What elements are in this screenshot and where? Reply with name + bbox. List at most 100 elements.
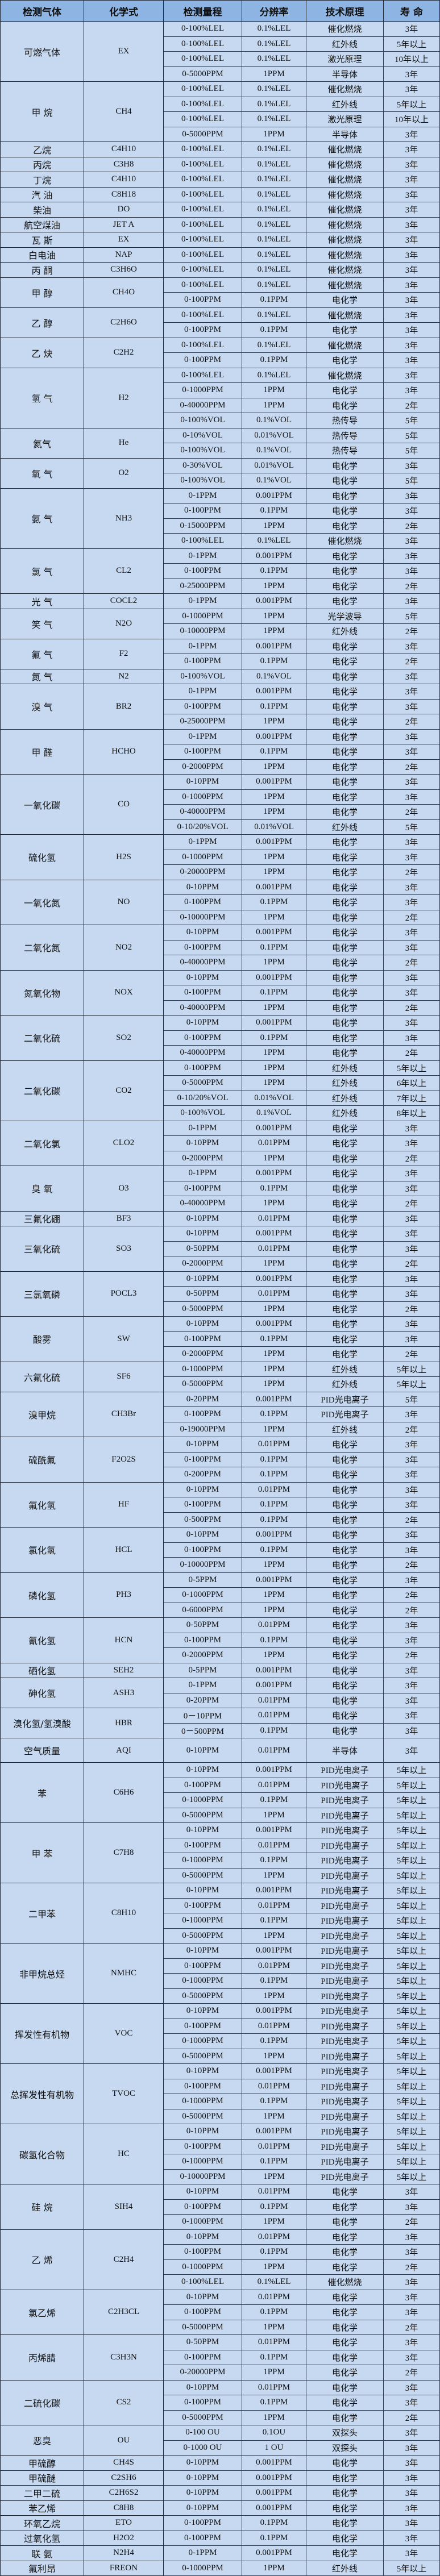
range-cell: 0-100%LEL: [163, 533, 242, 549]
lifespan-cell: 3年: [383, 292, 440, 308]
formula-cell: CL2: [84, 548, 164, 594]
resolution-cell: 0.1PPM: [242, 1406, 306, 1422]
lifespan-cell: 3年: [383, 126, 440, 142]
lifespan-cell: 3年: [383, 894, 440, 910]
lifespan-cell: 5年以上: [383, 2169, 440, 2184]
resolution-cell: 0.001PPM: [242, 1678, 306, 1693]
gas-name-cell: 苯乙烯: [0, 2500, 84, 2516]
range-cell: 0-5000PPM: [163, 1867, 242, 1883]
formula-cell: NO: [84, 879, 164, 925]
principle-cell: 电化学: [306, 1542, 384, 1558]
table-row: 氮 气 N2 0-100%VOL 0.1%VOL 电化学 3年: [0, 668, 440, 684]
table-row: 0-1000PPM 0.1PPM PID光电离子 5年以上: [1, 1973, 440, 1989]
range-cell: 0-1000PPM: [163, 2033, 242, 2049]
principle-cell: 电化学: [306, 1647, 384, 1663]
lifespan-cell: 5年以上: [383, 2048, 440, 2064]
lifespan-cell: 5年以上: [383, 2138, 440, 2154]
range-cell: 0-10PPM: [163, 2379, 242, 2395]
table-row: 一氧化碳 CO 0-10PPM 0.001PPM 电化学 3年: [0, 774, 440, 835]
range-cell: 0-40000PPM: [163, 804, 242, 820]
principle-cell: 电化学: [306, 1527, 384, 1543]
principle-cell: PID光电离子: [306, 2154, 384, 2170]
resolution-cell: 0.001PPM: [242, 488, 306, 503]
resolution-cell: 0.1PPM: [242, 2530, 306, 2546]
range-cell: 0-10PPM: [163, 1527, 242, 1543]
lifespan-cell: 3年: [383, 367, 440, 383]
range-cell: 0-10PPM: [163, 2470, 242, 2486]
range-cell: 0-10PPM: [163, 1943, 242, 1959]
table-row: 0-100PPM 0.1PPM 电化学 3年: [1, 322, 440, 338]
table-row: 0-19000PPM 1PPM 红外线 2年: [1, 1421, 440, 1437]
range-cell: 0-10PPM: [163, 2500, 242, 2516]
principle-cell: 电化学: [306, 789, 384, 805]
principle-cell: 电化学: [306, 955, 384, 971]
formula-cell: HC: [84, 2124, 164, 2184]
table-row: 甲 醇 CH4O 0-100%LEL 0.1%LEL 催化燃烧 3年: [0, 277, 440, 308]
formula-cell: SO3: [84, 1226, 164, 1272]
resolution-cell: 1PPM: [242, 382, 306, 398]
principle-cell: PID光电离子: [306, 1943, 384, 1959]
gas-name-cell: 柴油: [0, 202, 84, 218]
resolution-cell: 1PPM: [242, 1928, 306, 1944]
formula-cell: CH4O: [84, 277, 164, 308]
table-row: 丁烷 C4H10 0-100%LEL 0.1%LEL 催化燃烧 3年: [0, 172, 440, 188]
table-row: 0-100PPM 0.1PPM 电化学 3年: [1, 1497, 440, 1513]
lifespan-cell: 3年: [383, 698, 440, 714]
principle-cell: 电化学: [306, 804, 384, 820]
principle-cell: 电化学: [306, 548, 384, 564]
gas-name-cell: 白电油: [0, 247, 84, 263]
lifespan-cell: 2年: [383, 804, 440, 820]
resolution-cell: 0.1%LEL: [242, 262, 306, 278]
principle-cell: 电化学: [306, 1135, 384, 1151]
range-cell: 0-1000PPM: [163, 2259, 242, 2275]
resolution-cell: 0.1OU: [242, 2425, 306, 2441]
formula-cell: C2H6O: [84, 307, 164, 338]
principle-cell: 催化燃烧: [306, 142, 384, 157]
resolution-cell: 0.1%LEL: [242, 2274, 306, 2290]
table-row: 丙 酮 C3H6O 0-100%LEL 0.1%LEL 催化燃烧 3年: [0, 262, 440, 278]
principle-cell: 电化学: [306, 2229, 384, 2245]
resolution-cell: 1PPM: [242, 2560, 306, 2576]
resolution-cell: 0.1PPM: [242, 1331, 306, 1347]
principle-cell: 催化燃烧: [306, 186, 384, 202]
lifespan-cell: 5年以上: [383, 1376, 440, 1392]
range-cell: 0-100%LEL: [163, 2274, 242, 2290]
range-cell: 0-100%LEL: [163, 172, 242, 188]
lifespan-cell: 5年: [383, 443, 440, 459]
table-row: 二甲二硫 C2H6S2 0-10PPM 0.001PPM 电化学 3年: [0, 2485, 440, 2501]
gas-name-cell: 氟利昂: [0, 2560, 84, 2576]
formula-cell: BF3: [84, 1210, 164, 1226]
principle-cell: 红外线: [306, 623, 384, 639]
range-cell: 0-20PPM: [163, 1692, 242, 1708]
range-cell: 0-100%LEL: [163, 202, 242, 218]
principle-cell: 电化学: [306, 2530, 384, 2546]
principle-cell: 红外线: [306, 36, 384, 52]
range-cell: 0-10PPM: [163, 2124, 242, 2140]
resolution-cell: 0.1%VOL: [242, 413, 306, 428]
resolution-cell: 0.001PPM: [242, 2500, 306, 2516]
principle-cell: 电化学: [306, 1587, 384, 1603]
principle-cell: 电化学: [306, 1708, 384, 1724]
table-row: 氦气 He 0-10%VOL 0.01%VOL 热传导 5年: [0, 427, 440, 459]
lifespan-cell: 3年: [383, 684, 440, 700]
resolution-cell: 0.01PPM: [242, 1481, 306, 1497]
resolution-cell: 1PPM: [242, 909, 306, 925]
principle-cell: PID光电离子: [306, 2078, 384, 2094]
resolution-cell: 1PPM: [242, 1196, 306, 1212]
table-row: 0-40000PPM 1PPM 电化学 2年: [1, 1000, 440, 1016]
principle-cell: 电化学: [306, 834, 384, 850]
lifespan-cell: 5年以上: [383, 2124, 440, 2140]
lifespan-cell: 7年以上: [383, 1090, 440, 1106]
formula-cell: N2H4: [84, 2545, 164, 2561]
gas-name-cell: 硅 烷: [0, 2184, 84, 2230]
gas-name-cell: 环氧乙烷: [0, 2515, 84, 2531]
resolution-cell: 0.001PPM: [242, 1166, 306, 1181]
range-cell: 0-10PPM: [163, 1135, 242, 1151]
resolution-cell: 0.1PPM: [242, 1180, 306, 1196]
lifespan-cell: 3年: [383, 2199, 440, 2215]
formula-cell: C3H8: [84, 156, 164, 172]
range-cell: 0-100PPM: [163, 1897, 242, 1913]
formula-cell: NAP: [84, 247, 164, 263]
table-row: 0-100PPM 0.01PPM PID光电离子 5年以上: [1, 2018, 440, 2034]
principle-cell: 电化学: [306, 1045, 384, 1061]
